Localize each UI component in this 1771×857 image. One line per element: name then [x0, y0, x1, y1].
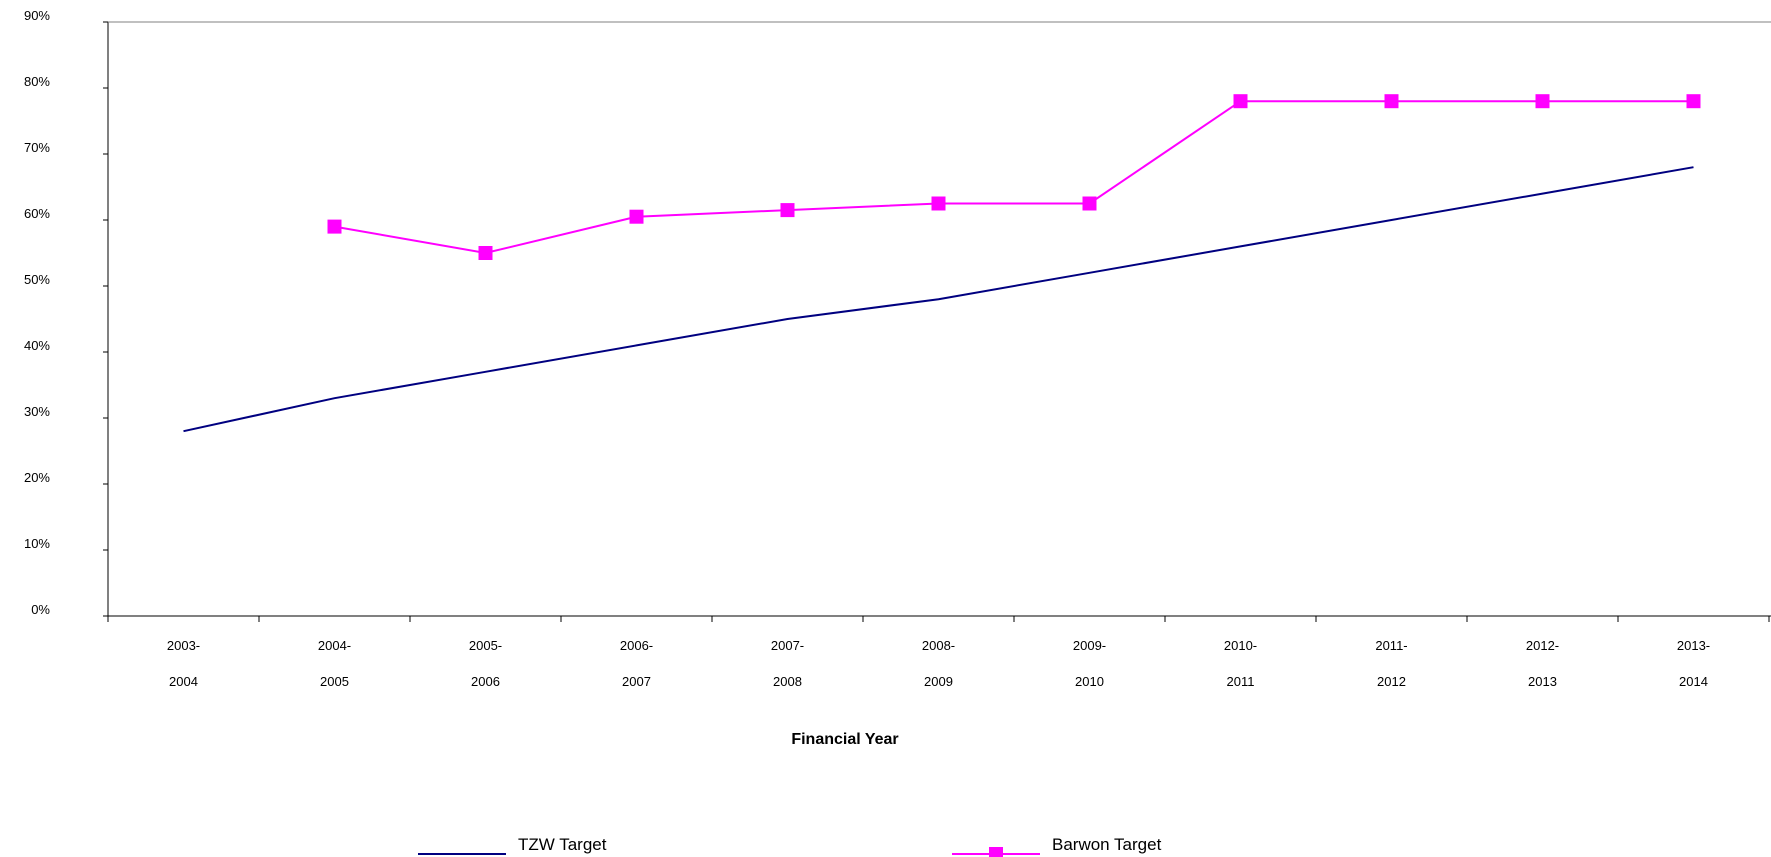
legend-label: Barwon Target: [1052, 835, 1162, 854]
y-tick-label: 80%: [24, 74, 50, 89]
x-tick-label: 2009-2010: [1073, 638, 1106, 689]
x-axis-title: Financial Year: [791, 731, 898, 748]
x-tick-label: 2012-2013: [1526, 638, 1559, 689]
legend-item: Barwon Target: [952, 835, 1162, 857]
data-point-marker: [780, 203, 795, 218]
data-point-marker: [1082, 196, 1097, 211]
plot-area: [107, 21, 1771, 617]
x-tick-label: 2005-2006: [469, 638, 502, 689]
y-tick-label: 70%: [24, 140, 50, 155]
y-tick-label: 30%: [24, 404, 50, 419]
legend-label: TZW Target: [518, 835, 607, 854]
x-tick-label: 2004-2005: [318, 638, 351, 689]
series-layer: [183, 94, 1701, 433]
x-tick-label: 2008-2009: [922, 638, 955, 689]
legend-swatch-marker: [989, 847, 1003, 857]
y-tick-label: 50%: [24, 272, 50, 287]
data-point-marker: [478, 246, 493, 260]
x-tick-label: 2006-2007: [620, 638, 653, 689]
x-axis: 2003-2004 2004-2005 2005-2006 2006-2007 2007…: [107, 616, 1770, 689]
y-axis: 0% 10% 20% 30% 40% 50% 60% 70% 80% 90%: [24, 8, 108, 617]
y-tick-label: 40%: [24, 338, 50, 353]
y-tick-label: 0%: [31, 602, 50, 617]
x-tick-label: 2013-2014: [1677, 638, 1710, 689]
x-tick-label: 2007-2008: [771, 638, 804, 689]
x-tick-label: 2011-2012: [1375, 638, 1407, 689]
data-point-marker: [1233, 94, 1248, 109]
series-line: [334, 100, 1694, 255]
data-point-marker: [1535, 94, 1550, 109]
y-tick-label: 60%: [24, 206, 50, 221]
legend: TZW Target Barwon Target: [418, 835, 1162, 857]
series-tzw-target: [183, 166, 1694, 433]
series-barwon-target: [327, 94, 1701, 260]
y-tick-label: 20%: [24, 470, 50, 485]
data-point-marker: [629, 209, 644, 224]
data-point-marker: [1686, 94, 1701, 109]
x-tick-label: 2010-2011: [1224, 638, 1257, 689]
x-tick-label: 2003-2004: [167, 638, 200, 689]
y-tick-label: 90%: [24, 8, 50, 23]
data-point-marker: [1384, 94, 1399, 109]
data-point-marker: [931, 196, 946, 211]
legend-item: TZW Target: [418, 835, 607, 855]
y-tick-label: 10%: [24, 536, 50, 551]
series-line: [183, 166, 1694, 433]
data-point-marker: [327, 219, 342, 234]
